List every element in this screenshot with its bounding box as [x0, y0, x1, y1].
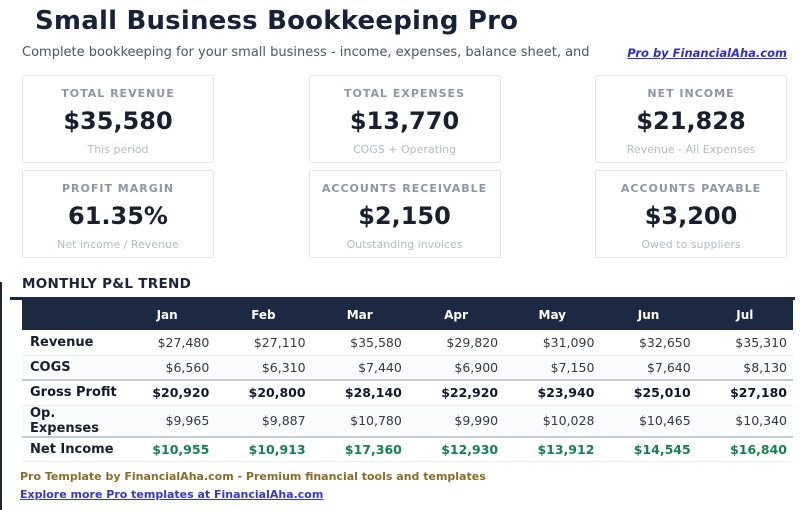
cell: $25,010 — [633, 385, 691, 401]
cell: $12,930 — [441, 441, 499, 457]
kpi-card-accounts-receivable: ACCOUNTS RECEIVABLE $2,150 Outstanding i… — [308, 170, 501, 258]
pnl-header-month: Jun — [600, 300, 697, 330]
kpi-card-grid: TOTAL REVENUE $35,580 This period TOTAL … — [22, 75, 787, 258]
cell: $16,840 — [730, 441, 787, 457]
pnl-header-row: Jan Feb Mar Apr May Jun Jul — [22, 300, 793, 330]
cell: $28,140 — [344, 385, 402, 401]
kpi-card-total-revenue: TOTAL REVENUE $35,580 This period — [22, 75, 214, 163]
row-label: Gross Profit — [30, 385, 117, 401]
cell: $17,360 — [344, 441, 402, 457]
cell: $10,913 — [248, 441, 306, 457]
cell: $6,560 — [165, 359, 210, 375]
row-label: Net Income — [30, 441, 114, 457]
cell: $32,650 — [638, 334, 691, 350]
kpi-card-net-income: NET INCOME $21,828 Revenue - All Expense… — [595, 75, 787, 163]
cell: $10,340 — [735, 413, 787, 428]
cell: $20,800 — [248, 385, 306, 401]
kpi-value: $35,580 — [63, 107, 173, 135]
pnl-header-month: Feb — [215, 300, 312, 330]
kpi-sublabel: COGS + Operating — [352, 143, 457, 156]
cell: $29,820 — [446, 334, 499, 350]
footer-explore-link[interactable]: Explore more Pro templates at FinancialA… — [20, 488, 324, 501]
pnl-table-container: Jan Feb Mar Apr May Jun Jul Revenue $27,… — [10, 297, 795, 462]
kpi-card-profit-margin: PROFIT MARGIN 61.35% Net income / Revenu… — [22, 170, 214, 258]
pnl-row-gross-profit: Gross Profit $20,920 $20,800 $28,140 $22… — [22, 380, 793, 405]
kpi-sublabel: Net income / Revenue — [57, 238, 179, 251]
cell: $22,920 — [441, 385, 499, 401]
kpi-value: 61.35% — [68, 202, 168, 230]
cell: $7,150 — [550, 359, 595, 375]
cell: $7,640 — [646, 359, 691, 375]
cell: $9,990 — [454, 413, 499, 428]
cell: $14,545 — [633, 441, 691, 457]
row-label: Op. Expenses — [30, 405, 99, 436]
kpi-label: TOTAL REVENUE — [61, 87, 175, 100]
cell: $9,887 — [261, 413, 306, 428]
cell: $13,912 — [537, 441, 595, 457]
row-label: Revenue — [30, 334, 94, 350]
kpi-value: $21,828 — [636, 107, 746, 135]
kpi-sublabel: Revenue - All Expenses — [626, 143, 756, 156]
kpi-label: ACCOUNTS PAYABLE — [620, 182, 762, 195]
kpi-value: $2,150 — [358, 202, 451, 230]
cell: $6,310 — [261, 359, 306, 375]
pnl-table: Jan Feb Mar Apr May Jun Jul Revenue $27,… — [22, 300, 793, 462]
cell: $10,028 — [542, 413, 595, 428]
pnl-header-month: May — [504, 300, 601, 330]
cell: $9,965 — [165, 413, 210, 428]
pnl-row-cogs: COGS $6,560 $6,310 $7,440 $6,900 $7,150 … — [22, 355, 793, 380]
pnl-row-op-expenses: Op. Expenses $9,965 $9,887 $10,780 $9,99… — [22, 405, 793, 437]
cell: $27,110 — [253, 334, 306, 350]
pnl-header-month: Apr — [407, 300, 505, 330]
pro-by-financialaha-link[interactable]: Pro by FinancialAha.com — [627, 46, 787, 60]
cell: $23,940 — [537, 385, 595, 401]
pnl-header-month: Mar — [311, 300, 408, 330]
kpi-sublabel: This period — [87, 143, 149, 156]
cell: $20,920 — [152, 385, 210, 401]
cell: $10,780 — [350, 413, 402, 428]
cell: $35,580 — [350, 334, 402, 350]
cell: $27,180 — [730, 385, 787, 401]
footer-tagline: Pro Template by FinancialAha.com - Premi… — [20, 470, 486, 483]
kpi-value: $13,770 — [349, 107, 460, 135]
pnl-header-month: Jan — [119, 300, 216, 330]
cell: $10,465 — [638, 413, 691, 428]
kpi-label: PROFIT MARGIN — [61, 182, 175, 195]
kpi-card-accounts-payable: ACCOUNTS PAYABLE $3,200 Owed to supplier… — [595, 170, 787, 258]
kpi-value: $3,200 — [644, 202, 738, 230]
cell: $8,130 — [743, 359, 787, 375]
pnl-header-label-cell — [22, 300, 119, 330]
page-title: Small Business Bookkeeping Pro — [35, 6, 519, 36]
pnl-row-net-income: Net Income $10,955 $10,913 $17,360 $12,9… — [22, 436, 793, 462]
kpi-label: TOTAL EXPENSES — [344, 87, 465, 100]
kpi-label: NET INCOME — [647, 87, 735, 100]
cell: $6,900 — [454, 359, 499, 375]
pnl-section-title: MONTHLY P&L TREND — [22, 276, 192, 292]
cell: $10,955 — [152, 441, 210, 457]
cell: $31,090 — [542, 334, 595, 350]
kpi-label: ACCOUNTS RECEIVABLE — [321, 182, 488, 195]
kpi-sublabel: Outstanding invoices — [346, 238, 463, 251]
kpi-sublabel: Owed to suppliers — [641, 238, 741, 251]
left-edge-border — [0, 282, 2, 510]
page-subtitle: Complete bookkeeping for your small busi… — [22, 45, 590, 60]
kpi-card-total-expenses: TOTAL EXPENSES $13,770 COGS + Operating — [308, 75, 501, 163]
cell: $7,440 — [358, 359, 402, 375]
cell: $35,310 — [735, 334, 787, 350]
pnl-header-month: Jul — [696, 300, 793, 330]
cell: $27,480 — [157, 334, 210, 350]
row-label: COGS — [30, 359, 71, 375]
pnl-row-revenue: Revenue $27,480 $27,110 $35,580 $29,820 … — [22, 330, 793, 355]
